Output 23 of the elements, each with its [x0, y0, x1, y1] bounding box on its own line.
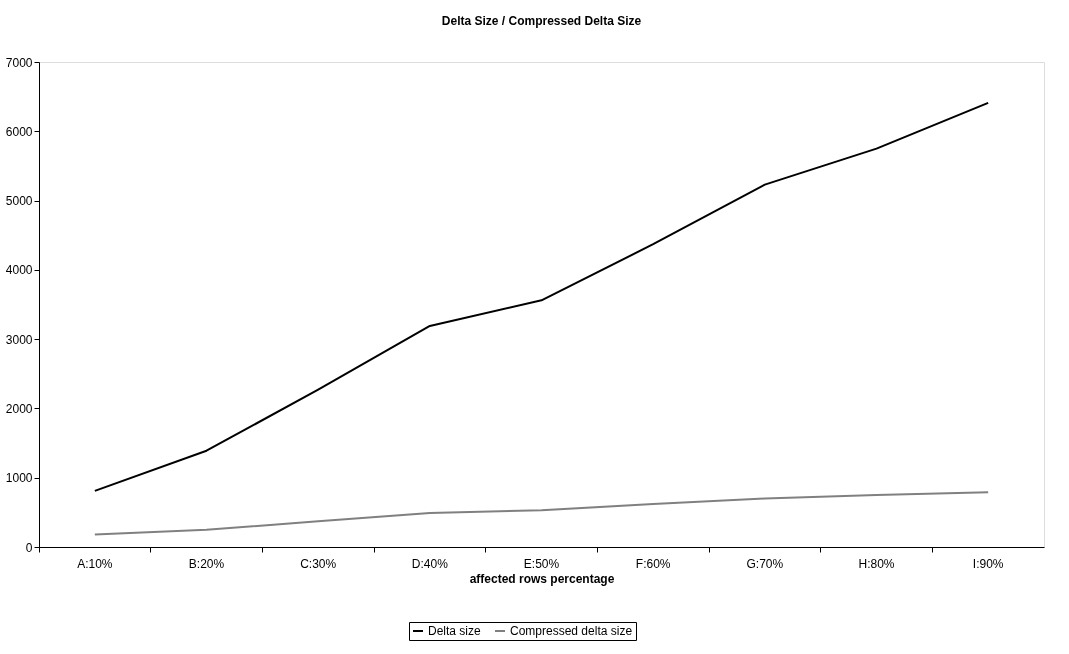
- y-tick-label: 1000: [5, 471, 33, 486]
- y-tick-label: 7000: [5, 55, 33, 70]
- y-tick-label: 6000: [5, 124, 33, 139]
- line-series: [93, 101, 990, 492]
- x-tick-label: B:20%: [188, 556, 225, 571]
- x-tick-label: A:10%: [77, 556, 113, 571]
- legend-label: Delta size: [428, 624, 482, 638]
- x-tick-label: D:40%: [411, 556, 449, 571]
- legend-label: Compressed delta size: [510, 624, 633, 638]
- x-tick-label: E:50%: [523, 556, 560, 571]
- x-axis-title: affected rows percentage: [469, 571, 615, 586]
- x-tick-label: I:90%: [972, 556, 1004, 571]
- line-series: [93, 491, 990, 536]
- x-tick-label: H:80%: [858, 556, 895, 571]
- y-tick-label: 5000: [5, 194, 33, 209]
- y-tick-label: 2000: [5, 401, 33, 416]
- y-tick-label: 3000: [5, 332, 33, 347]
- y-tick-label: 0: [25, 540, 33, 555]
- x-tick-label: F:60%: [635, 556, 671, 571]
- y-tick-label: 4000: [5, 263, 33, 278]
- x-tick-label: G:70%: [746, 556, 784, 571]
- chart-title: Delta Size / Compressed Delta Size: [441, 14, 642, 28]
- x-tick-label: C:30%: [300, 556, 337, 571]
